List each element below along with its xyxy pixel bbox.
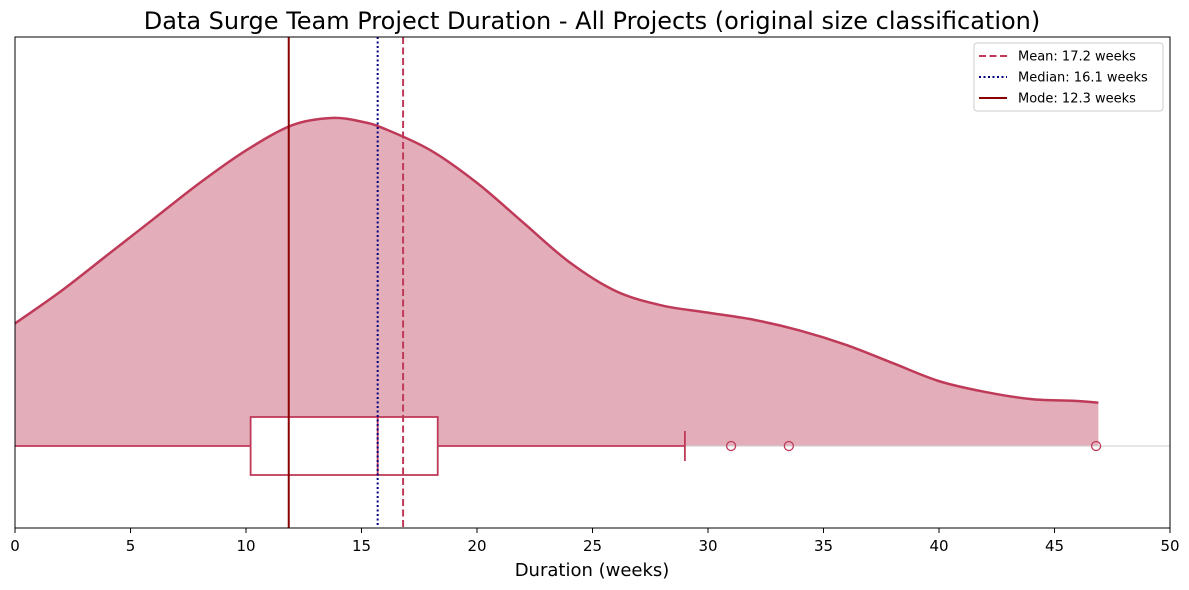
box-outlier [783,440,794,452]
x-tick-label: 50 [1160,537,1179,555]
x-axis: 0 5 10 15 20 25 30 35 40 45 50 [10,528,1180,555]
chart-title: Data Surge Team Project Duration - All P… [144,7,1041,35]
x-tick-label: 25 [583,537,602,555]
x-tick-label: 45 [1045,537,1064,555]
box-iqr [249,416,439,476]
legend-label-mode: Mode: 12.3 weeks [1018,92,1136,107]
x-tick-label: 30 [698,537,717,555]
plot-area [14,37,1170,528]
x-tick-label: 20 [467,537,486,555]
x-axis-label: Duration (weeks) [515,560,670,581]
x-tick-label: 0 [10,537,20,555]
legend-label-mean: Mean: 17.2 weeks [1018,50,1136,65]
legend-label-median: Median: 16.1 weeks [1018,71,1148,86]
box-outlier [725,440,737,452]
legend: Mean: 17.2 weeks Median: 16.1 weeks Mode: … [973,42,1164,112]
x-tick-label: 5 [126,537,136,555]
x-tick-label: 10 [236,537,255,555]
density-fill [15,117,1099,446]
box-outlier [1090,440,1102,452]
density-line [14,116,1099,404]
x-tick-label: 35 [814,537,833,555]
legend-frame [973,42,1164,112]
x-tick-label: 15 [352,537,371,555]
x-tick-label: 40 [929,537,948,555]
